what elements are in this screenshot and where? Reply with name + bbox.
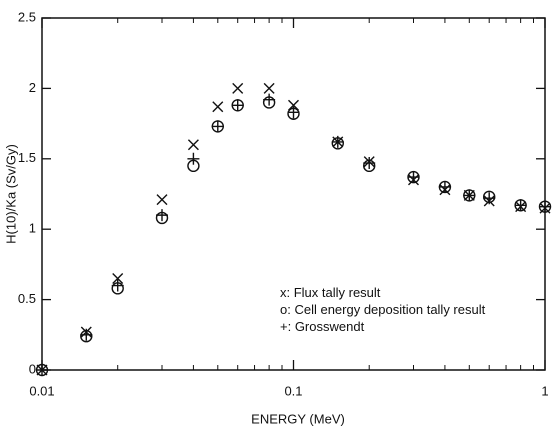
y-axis-label: H(10)/Ka (Sv/Gy) xyxy=(3,144,18,244)
marker-plus xyxy=(80,328,93,341)
marker-cross xyxy=(263,82,275,94)
marker-plus xyxy=(287,106,300,119)
marker-plus xyxy=(231,99,244,112)
x-tick-label: 1 xyxy=(541,383,548,398)
marker-plus xyxy=(463,189,476,202)
marker-plus xyxy=(331,135,344,148)
x-tick-label: 0.1 xyxy=(284,383,302,398)
y-tick-label: 1 xyxy=(29,221,36,236)
marker-cross xyxy=(212,101,224,113)
marker-plus xyxy=(155,209,168,222)
marker-plus xyxy=(438,180,451,193)
x-tick-label: 0.01 xyxy=(29,383,54,398)
marker-plus xyxy=(36,364,48,376)
legend-entry: o: Cell energy deposition tally result xyxy=(280,302,486,317)
y-tick-label: 0.5 xyxy=(18,291,36,306)
marker-plus xyxy=(187,152,200,165)
marker-plus xyxy=(211,120,224,133)
y-tick-label: 2 xyxy=(29,80,36,95)
marker-cross xyxy=(112,272,124,284)
marker-plus xyxy=(111,279,124,292)
legend: x: Flux tally result o: Cell energy depos… xyxy=(280,284,520,335)
x-axis-label: ENERGY (MeV) xyxy=(251,411,345,426)
marker-cross xyxy=(156,194,168,206)
marker-plus xyxy=(363,157,376,170)
legend-entry: +: Grosswendt xyxy=(280,319,365,334)
marker-plus xyxy=(539,200,551,213)
y-tick-label: 2.5 xyxy=(18,9,36,24)
marker-plus xyxy=(263,93,276,106)
marker-plus xyxy=(483,192,496,205)
legend-entry: x: Flux tally result xyxy=(280,285,381,300)
marker-plus xyxy=(407,171,420,184)
y-tick-label: 1.5 xyxy=(18,150,36,165)
y-tick-label: 0 xyxy=(29,361,36,376)
marker-cross xyxy=(187,139,199,151)
marker-cross xyxy=(232,82,244,94)
marker-plus xyxy=(514,199,527,212)
